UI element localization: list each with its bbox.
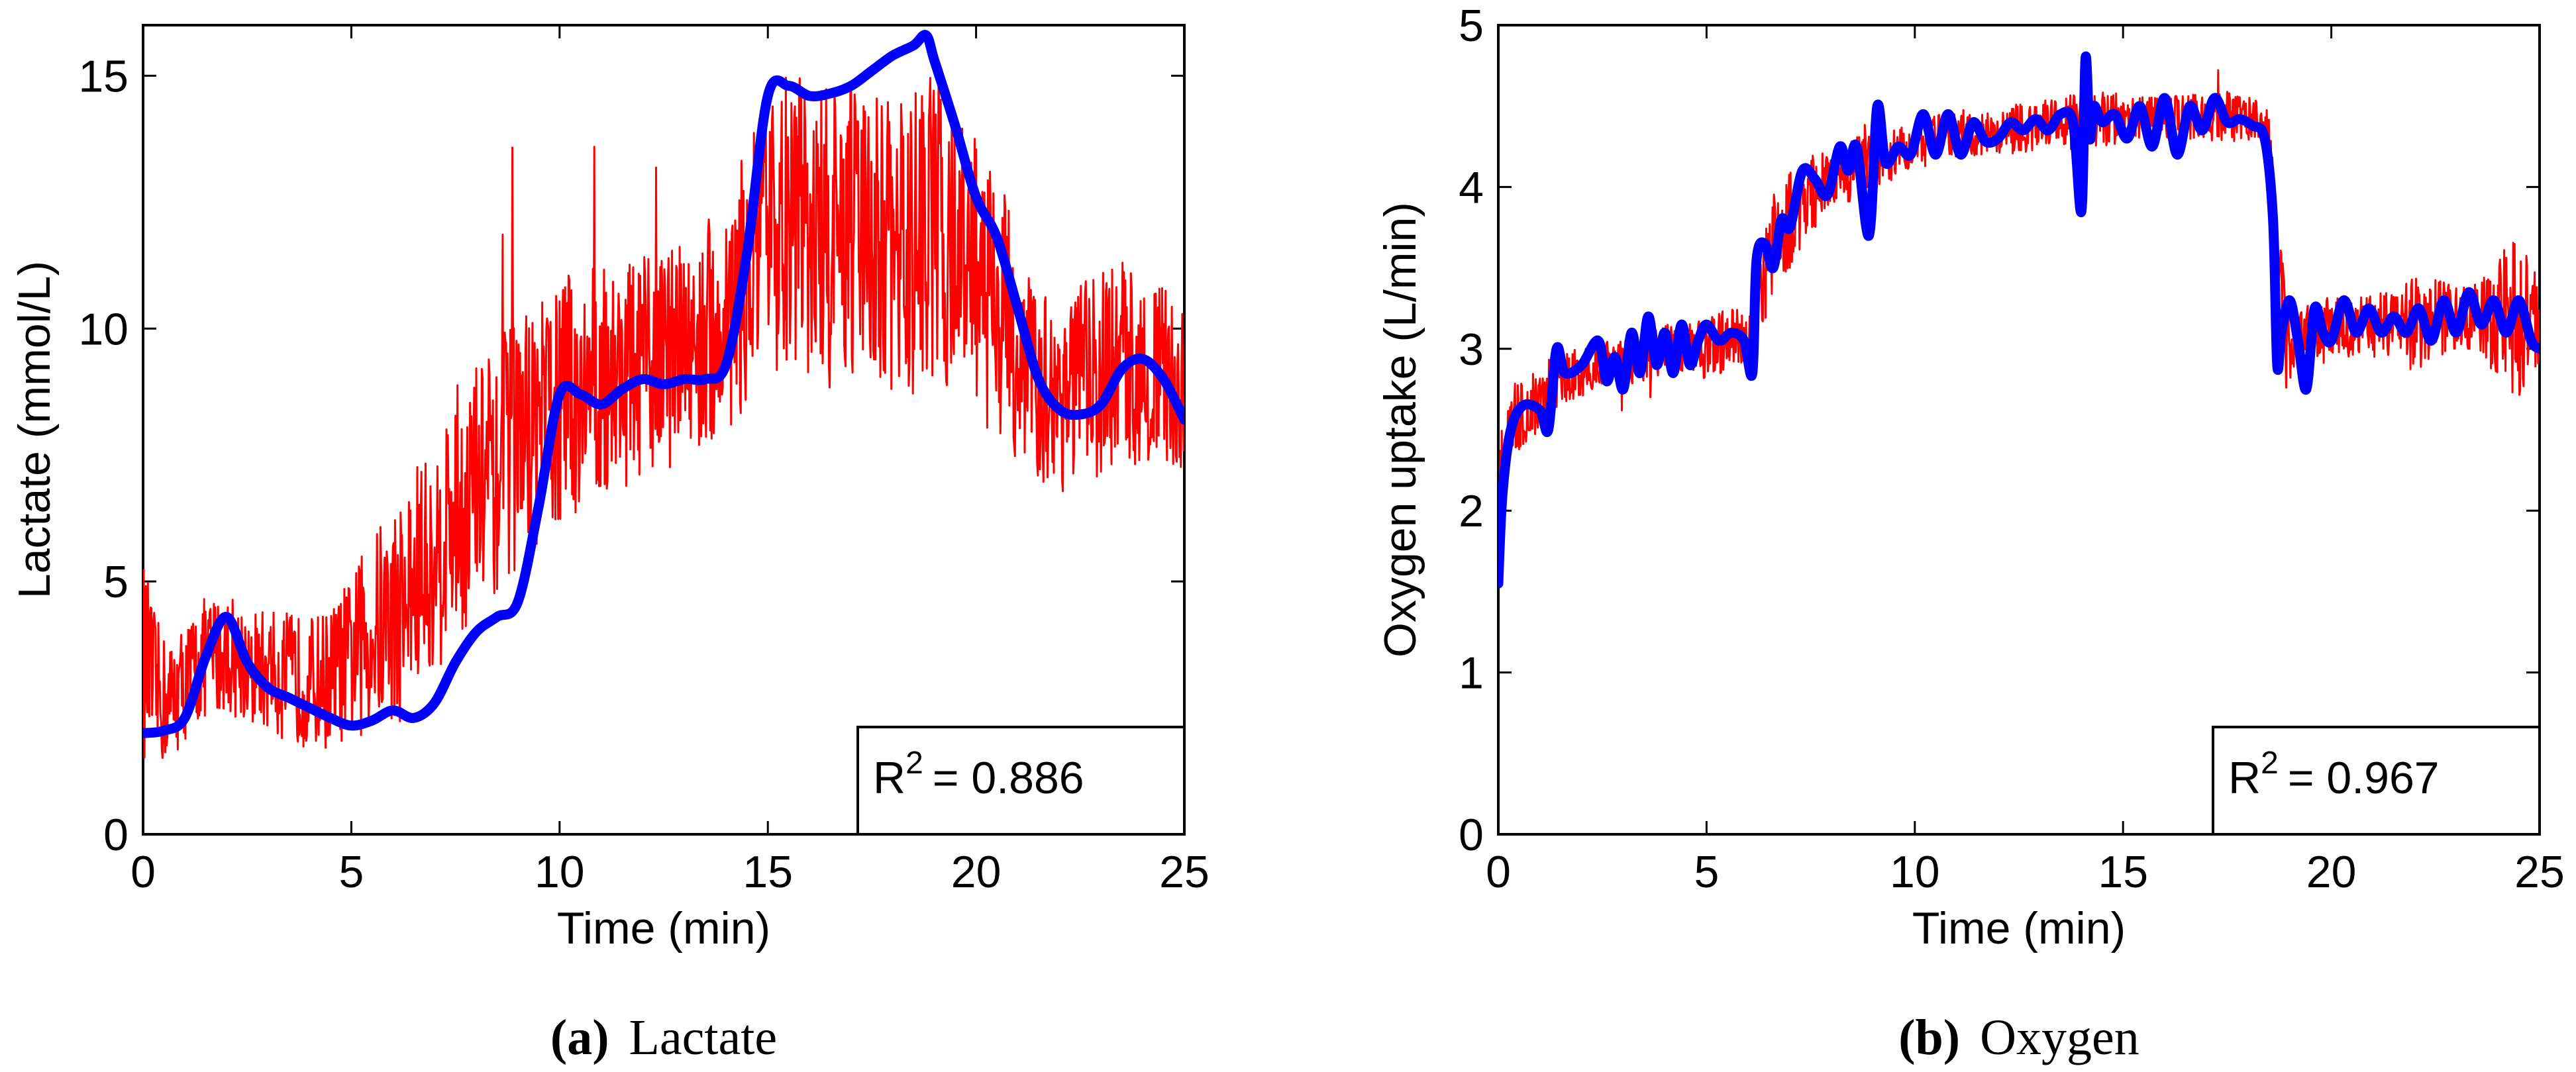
x-tick-label-a-4: 20 bbox=[951, 847, 1002, 897]
r2-value-lactate: = 0.886 bbox=[933, 753, 1084, 803]
y-tick-label-b-4: 4 bbox=[1459, 162, 1484, 213]
ticks-lactate: 0 5 10 15 20 25 0 5 10 15 bbox=[78, 25, 1210, 897]
series-group-oxygen bbox=[1498, 51, 2540, 589]
y-tick-label-a-1: 5 bbox=[103, 557, 129, 607]
x-tick-label-a-1: 5 bbox=[338, 847, 364, 897]
r2-value-oxygen: = 0.967 bbox=[2288, 753, 2440, 803]
x-axis-label-oxygen: Time (min) bbox=[1912, 903, 2126, 953]
r2-annotation-oxygen: R2 = 0.967 bbox=[2212, 726, 2541, 836]
y-tick-label-b-3: 3 bbox=[1459, 324, 1484, 375]
caption-oxygen: (b) Oxygen bbox=[1898, 1010, 2139, 1065]
y-tick-label-a-2: 10 bbox=[78, 304, 129, 354]
x-tick-label-a-3: 15 bbox=[743, 847, 793, 897]
series-model-a bbox=[143, 30, 1184, 738]
x-tick-label-b-2: 10 bbox=[1890, 847, 1940, 897]
y-tick-label-b-5: 5 bbox=[1459, 1, 1484, 51]
x-tick-label-a-2: 10 bbox=[535, 847, 585, 897]
r2-text-lactate: R2 = 0.886 bbox=[873, 746, 1084, 803]
r2-annotation-lactate: R2 = 0.886 bbox=[856, 726, 1186, 836]
series-group-lactate bbox=[143, 30, 1184, 759]
y-tick-label-a-3: 15 bbox=[78, 51, 129, 101]
r2-symbol-oxygen: R bbox=[2228, 753, 2261, 803]
y-tick-label-b-0: 0 bbox=[1459, 810, 1484, 860]
x-tick-label-b-1: 5 bbox=[1694, 847, 1719, 897]
caption-text-oxygen: Oxygen bbox=[1980, 1010, 2139, 1065]
r2-text-oxygen: R2 = 0.967 bbox=[2228, 746, 2440, 803]
y-tick-label-a-0: 0 bbox=[103, 810, 129, 860]
chart-lactate: 0 5 10 15 20 25 0 5 10 15 Time (min) Lactate (mmo… bbox=[9, 24, 1210, 1065]
x-tick-label-b-0: 0 bbox=[1486, 847, 1511, 897]
series-model-b bbox=[1498, 51, 2540, 589]
caption-tag-lactate: (a) bbox=[550, 1010, 609, 1065]
r2-symbol-lactate: R bbox=[873, 753, 905, 803]
x-tick-label-a-0: 0 bbox=[130, 847, 156, 897]
y-tick-label-b-1: 1 bbox=[1459, 648, 1484, 699]
y-axis-label-lactate: Lactate (mmol/L) bbox=[9, 261, 60, 599]
ticks-oxygen: 0 5 10 15 20 25 0 1 2 3 4 5 bbox=[1459, 1, 2565, 897]
caption-lactate: (a) Lactate bbox=[550, 1010, 777, 1065]
x-axis-label-lactate: Time (min) bbox=[557, 903, 770, 953]
r2-exponent-lactate: 2 bbox=[905, 746, 923, 781]
r2-exponent-oxygen: 2 bbox=[2261, 746, 2279, 781]
y-tick-label-b-2: 2 bbox=[1459, 486, 1484, 536]
caption-text-lactate: Lactate bbox=[629, 1010, 778, 1065]
r2-box-lactate bbox=[856, 726, 1186, 836]
y-axis-label-oxygen: Oxygen uptake (L/min) bbox=[1375, 202, 1425, 658]
chart-oxygen: 0 5 10 15 20 25 0 1 2 3 4 5 Time (min) Oxygen uptak… bbox=[1375, 1, 2565, 1065]
r2-box-oxygen bbox=[2212, 726, 2541, 836]
x-tick-label-b-4: 20 bbox=[2306, 847, 2357, 897]
x-tick-label-b-3: 15 bbox=[2098, 847, 2148, 897]
x-tick-label-a-5: 25 bbox=[1159, 847, 1210, 897]
x-tick-label-b-5: 25 bbox=[2514, 847, 2565, 897]
caption-tag-oxygen: (b) bbox=[1898, 1010, 1960, 1065]
plot-frame-oxygen bbox=[1497, 24, 2541, 836]
